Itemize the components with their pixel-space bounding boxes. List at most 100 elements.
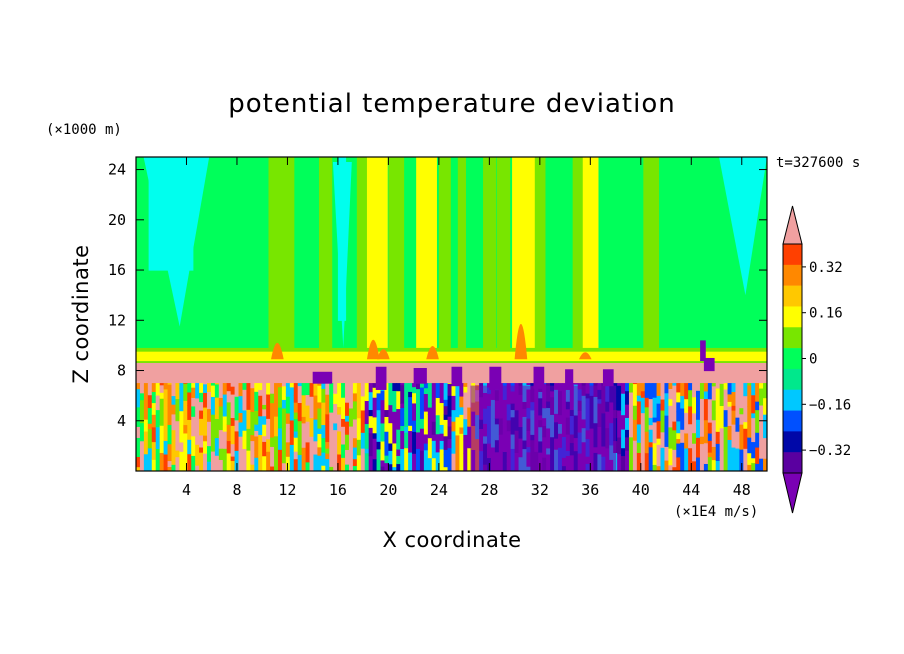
warm-column <box>438 157 451 352</box>
boundary-cell <box>254 430 259 437</box>
boundary-cell <box>203 383 208 393</box>
boundary-cell <box>356 439 362 456</box>
boundary-cell <box>735 431 740 449</box>
boundary-cell <box>325 441 330 449</box>
boundary-cell <box>297 383 303 387</box>
boundary-cell <box>388 404 393 424</box>
boundary-cell <box>183 383 188 384</box>
boundary-cell <box>337 413 342 432</box>
boundary-cell <box>234 396 240 421</box>
boundary-cell <box>632 405 638 420</box>
boundary-cell <box>455 434 460 452</box>
colorbar-band <box>783 244 802 266</box>
x-tick-label: 40 <box>632 481 650 499</box>
boundary-cell <box>617 419 622 438</box>
boundary-cell <box>688 389 693 407</box>
boundary-cell <box>735 405 740 418</box>
boundary-cell <box>352 400 358 420</box>
boundary-cell <box>163 383 169 390</box>
boundary-cell <box>341 443 346 458</box>
boundary-cell <box>183 432 188 453</box>
boundary-cell <box>384 416 389 432</box>
boundary-cell <box>676 432 681 440</box>
boundary-cell <box>435 433 441 453</box>
boundary-cell <box>636 452 642 471</box>
boundary-cell <box>743 448 748 471</box>
boundary-cell <box>364 452 370 471</box>
boundary-cell <box>392 442 397 468</box>
boundary-cell <box>711 385 717 401</box>
boundary-cell <box>404 383 409 399</box>
boundary-cell <box>751 394 756 414</box>
boundary-cell <box>755 409 760 433</box>
boundary-cell <box>333 383 338 394</box>
boundary-cell <box>246 383 251 389</box>
boundary-cell <box>203 435 208 442</box>
warm-plume <box>514 324 528 360</box>
boundary-cell <box>360 395 366 411</box>
boundary-cell <box>238 436 244 454</box>
boundary-cell <box>408 430 413 453</box>
boundary-cell <box>427 437 433 459</box>
boundary-cell <box>147 383 153 396</box>
boundary-cell <box>404 397 409 414</box>
boundary-cell <box>759 442 764 459</box>
boundary-cell <box>636 423 642 443</box>
boundary-cell <box>226 440 232 454</box>
boundary-cell <box>360 448 366 471</box>
boundary-cell <box>325 394 330 415</box>
boundary-cell <box>680 383 685 397</box>
boundary-cell <box>372 438 378 460</box>
boundary-cell <box>711 459 717 471</box>
boundary-cell <box>384 391 389 411</box>
boundary-cell <box>171 390 177 397</box>
boundary-cell <box>416 388 421 401</box>
boundary-cell <box>297 420 303 436</box>
boundary-cell <box>159 425 165 437</box>
boundary-cell <box>648 441 654 448</box>
boundary-cell <box>680 460 685 471</box>
boundary-cell <box>234 430 240 451</box>
boundary-cell <box>715 409 721 421</box>
boundary-cell <box>727 401 733 407</box>
boundary-cell <box>297 402 303 422</box>
boundary-cell <box>206 445 212 462</box>
boundary-cell <box>191 383 196 388</box>
boundary-cell <box>731 391 737 406</box>
boundary-cell <box>210 450 216 471</box>
boundary-cell <box>617 436 622 455</box>
colorbar: 0.32 0.16 0 −0.16 −0.32 <box>782 205 851 514</box>
boundary-cell <box>191 455 196 471</box>
boundary-cell <box>664 446 670 461</box>
boundary-cell <box>431 434 437 441</box>
boundary-cell <box>404 426 409 433</box>
boundary-cell <box>337 453 342 471</box>
boundary-cell <box>234 383 240 397</box>
boundary-cell <box>270 393 275 404</box>
boundary-cell <box>668 383 673 389</box>
y-tick-label: 4 <box>117 412 126 430</box>
boundary-cell <box>167 460 173 467</box>
boundary-cell <box>408 425 413 432</box>
boundary-cell <box>412 453 417 459</box>
boundary-cell <box>187 405 192 420</box>
boundary-cell <box>463 391 468 399</box>
boundary-cell <box>419 386 425 404</box>
boundary-cell <box>672 429 677 450</box>
boundary-cell <box>451 426 457 432</box>
boundary-cell <box>191 435 196 456</box>
boundary-cell <box>739 424 744 433</box>
boundary-cell <box>435 383 441 398</box>
boundary-cell <box>179 419 184 443</box>
boundary-cell <box>625 390 630 405</box>
x-tick-label: 32 <box>531 481 549 499</box>
boundary-cell <box>439 402 445 425</box>
boundary-cell <box>214 397 220 419</box>
boundary-cell <box>187 419 192 440</box>
boundary-cell <box>680 429 685 443</box>
boundary-cell <box>341 383 346 398</box>
boundary-cell <box>360 432 366 449</box>
colorbar-extend-min <box>782 472 803 514</box>
boundary-cell <box>203 383 208 385</box>
boundary-cell <box>751 412 756 419</box>
